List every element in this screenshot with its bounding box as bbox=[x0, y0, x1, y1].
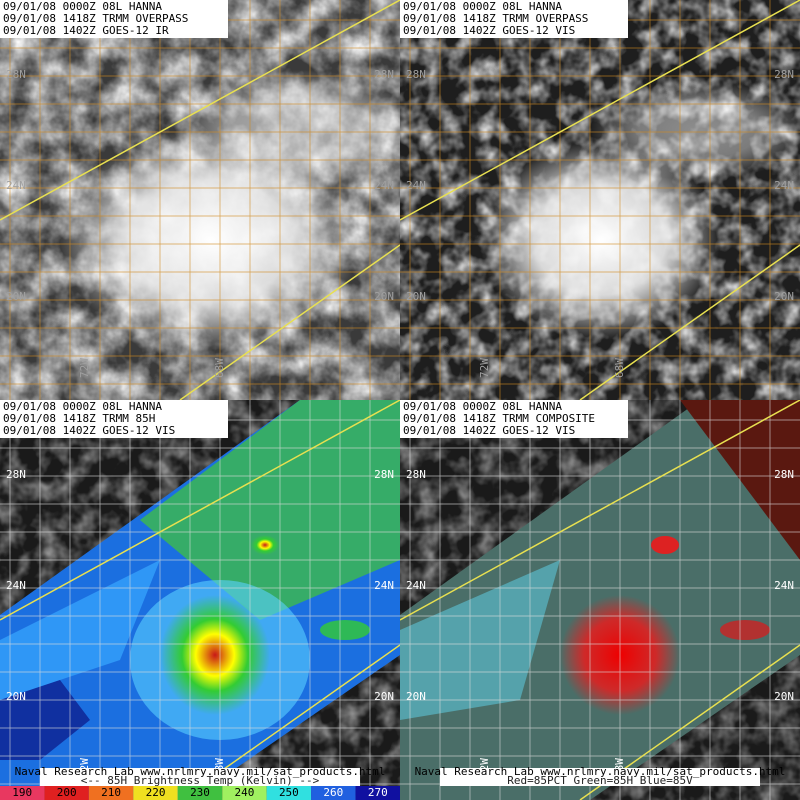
swath-edge bbox=[0, 0, 400, 400]
lon-label: 68W bbox=[613, 358, 626, 378]
swath-edge-line bbox=[400, 0, 800, 221]
colorbar-label: 270 bbox=[368, 786, 388, 799]
swath-edge-line bbox=[400, 400, 800, 621]
lat-label: 28N bbox=[406, 68, 426, 81]
swath-edge-line bbox=[579, 244, 800, 400]
lat-label: 20N bbox=[406, 290, 426, 303]
header-line: 09/01/08 1418Z TRMM OVERPASS bbox=[403, 12, 588, 25]
panel-grid bbox=[0, 400, 400, 800]
header-line: 09/01/08 1418Z TRMM 85H bbox=[3, 412, 155, 425]
lat-label: 24N bbox=[774, 579, 794, 592]
header-box bbox=[400, 400, 628, 438]
lat-label: 28N bbox=[374, 468, 394, 481]
footer-box bbox=[440, 768, 760, 786]
lon-label: 72W bbox=[478, 358, 491, 378]
colorbar-label: 200 bbox=[57, 786, 77, 799]
header-line: 09/01/08 0000Z 08L HANNA bbox=[3, 0, 162, 13]
lat-label: 20N bbox=[6, 690, 26, 703]
colorbar-cell bbox=[44, 786, 89, 800]
header-line: 09/01/08 1418Z TRMM COMPOSITE bbox=[403, 412, 595, 425]
lat-label: 20N bbox=[374, 690, 394, 703]
colorbar-label: 210 bbox=[101, 786, 121, 799]
lat-label: 20N bbox=[774, 690, 794, 703]
footer-line: Naval Research Lab www.nrlmry.navy.mil/s… bbox=[15, 765, 386, 778]
footer-box bbox=[40, 768, 360, 786]
lat-label: 24N bbox=[774, 179, 794, 192]
colorbar-label: 230 bbox=[190, 786, 210, 799]
lat-label: 20N bbox=[6, 290, 26, 303]
lat-label: 20N bbox=[406, 690, 426, 703]
footer-line: Red=85PCT Green=85H Blue=85V bbox=[507, 774, 693, 787]
ir-image bbox=[0, 0, 400, 400]
lat-label: 24N bbox=[406, 179, 426, 192]
header-box bbox=[0, 0, 228, 38]
swath-edge-line bbox=[0, 400, 400, 621]
colorbar-label: 190 bbox=[12, 786, 32, 799]
lat-label: 24N bbox=[6, 579, 26, 592]
header-line: 09/01/08 1402Z GOES-12 VIS bbox=[403, 24, 575, 37]
swath-edge bbox=[400, 0, 800, 400]
lat-label: 28N bbox=[6, 468, 26, 481]
lat-label: 28N bbox=[6, 68, 26, 81]
panel-grid bbox=[0, 0, 400, 400]
lat-label: 28N bbox=[406, 468, 426, 481]
colorbar-cell bbox=[222, 786, 267, 800]
lat-label: 20N bbox=[374, 290, 394, 303]
colorbar-cell bbox=[311, 786, 356, 800]
header-line: 09/01/08 0000Z 08L HANNA bbox=[403, 0, 562, 13]
colorbar-cell bbox=[177, 786, 223, 800]
vis-image bbox=[400, 0, 800, 400]
lat-label: 20N bbox=[774, 290, 794, 303]
header-line: 09/01/08 0000Z 08L HANNA bbox=[403, 400, 562, 413]
colorbar-cell bbox=[0, 786, 45, 800]
lat-label: 28N bbox=[774, 468, 794, 481]
swath-edge-line bbox=[179, 244, 400, 400]
header-line: 09/01/08 1402Z GOES-12 IR bbox=[3, 24, 169, 37]
header-line: 09/01/08 0000Z 08L HANNA bbox=[3, 400, 162, 413]
header-box bbox=[0, 400, 228, 438]
colorbar-cell bbox=[133, 786, 178, 800]
colorbar-cell bbox=[355, 786, 400, 800]
panel-grid bbox=[400, 400, 800, 800]
header-box bbox=[400, 0, 628, 38]
footer-line: Naval Research Lab www.nrlmry.navy.mil/s… bbox=[415, 765, 786, 778]
swath-edge-line bbox=[0, 0, 400, 221]
lat-label: 28N bbox=[374, 68, 394, 81]
lat-label: 24N bbox=[406, 579, 426, 592]
lat-label: 24N bbox=[374, 579, 394, 592]
header-line: 09/01/08 1402Z GOES-12 VIS bbox=[403, 424, 575, 437]
colorbar-label: 250 bbox=[279, 786, 299, 799]
header-line: 09/01/08 1418Z TRMM OVERPASS bbox=[3, 12, 188, 25]
colorbar-cell bbox=[88, 786, 134, 800]
colorbar-cell bbox=[266, 786, 312, 800]
lat-label: 28N bbox=[774, 68, 794, 81]
lat-label: 24N bbox=[374, 179, 394, 192]
colorbar-label: 220 bbox=[146, 786, 166, 799]
lon-label: 72W bbox=[78, 358, 91, 378]
colorbar-label: 260 bbox=[323, 786, 343, 799]
footer-line: <-- 85H Brightness Temp (Kelvin) --> bbox=[81, 774, 320, 787]
lon-label: 68W bbox=[213, 358, 226, 378]
lat-label: 24N bbox=[6, 179, 26, 192]
colorbar-label: 240 bbox=[235, 786, 255, 799]
header-line: 09/01/08 1402Z GOES-12 VIS bbox=[3, 424, 175, 437]
